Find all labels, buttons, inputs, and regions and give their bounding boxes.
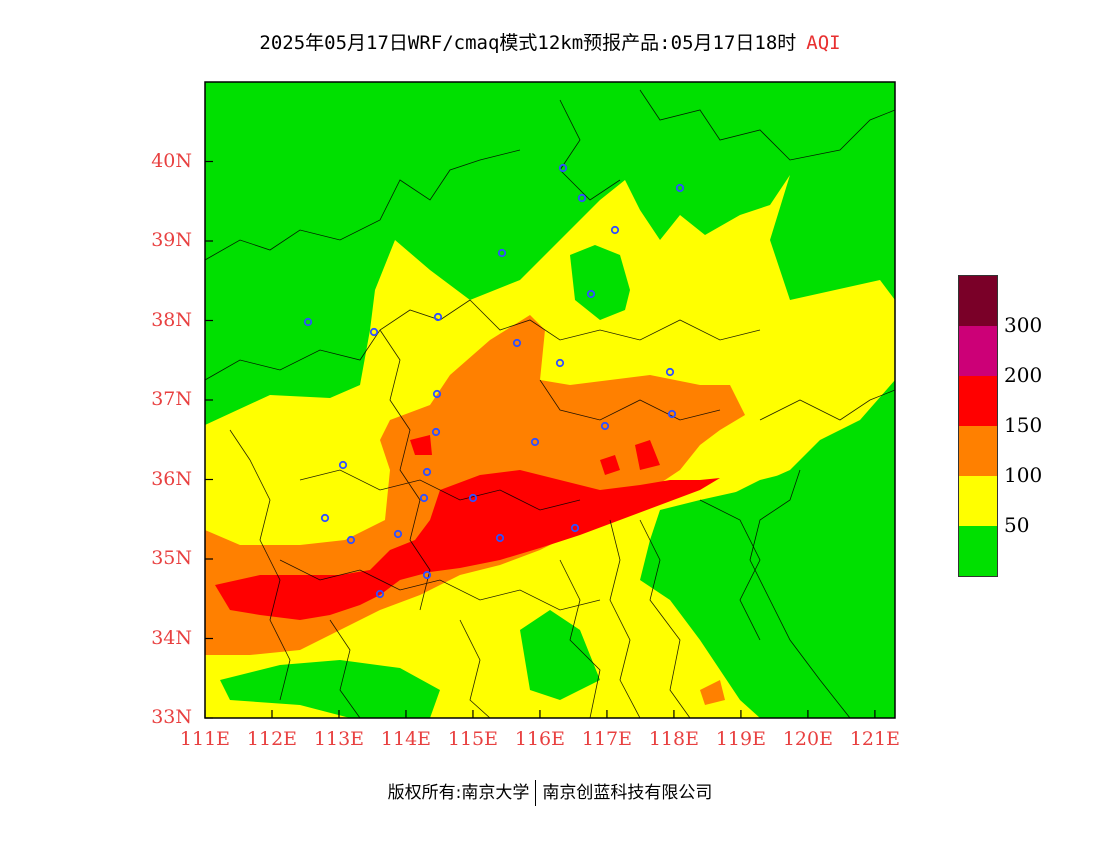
axis-ticks — [204, 160, 876, 719]
lat-tick-label: 38N — [151, 308, 192, 331]
aqi-region-unhealthy-patch-3 — [635, 440, 660, 470]
city-marker — [497, 248, 507, 258]
footer: 版权所有:南京大学 南京创蓝科技有限公司 — [0, 778, 1100, 806]
lon-tick-label: 118E — [648, 728, 699, 750]
aqi-region-usg-spot — [700, 680, 725, 705]
aqi-region-good-south — [520, 610, 600, 700]
city-marker — [558, 163, 568, 173]
city-marker — [303, 317, 313, 327]
city-marker — [422, 467, 432, 477]
copyright-left: 版权所有:南京大学 — [387, 783, 530, 803]
city-marker — [586, 289, 596, 299]
lat-tick-label: 33N — [151, 706, 192, 728]
lon-tick-label: 117E — [581, 728, 632, 750]
city-marker — [675, 183, 685, 193]
city-marker — [555, 358, 565, 368]
city-marker — [577, 193, 587, 203]
aqi-region-unhealthy-patch-2 — [600, 455, 620, 475]
lat-tick-label: 39N — [151, 229, 192, 251]
map-title: 2025年05月17日WRF/cmaq模式12km预报产品:05月17日18时 A… — [0, 28, 1100, 55]
city-marker — [667, 409, 677, 419]
city-marker — [600, 421, 610, 431]
city-markers — [303, 163, 685, 599]
legend-label: 150 — [1004, 413, 1043, 437]
copyright-right: 南京创蓝科技有限公司 — [542, 783, 713, 803]
city-marker — [320, 513, 330, 523]
lon-tick-label: 116E — [514, 728, 565, 750]
lon-tick-label: 114E — [380, 728, 432, 750]
lon-tick-label: 119E — [715, 728, 766, 750]
boundary-lines — [205, 89, 895, 718]
aqi-region-good-sw — [220, 660, 440, 718]
lon-tick-label: 121E — [849, 728, 900, 750]
legend-label: 300 — [1004, 313, 1043, 337]
footer-separator — [535, 780, 537, 806]
aqi-region-unhealthy — [215, 470, 720, 620]
lat-tick-label: 36N — [151, 467, 192, 490]
title-main: 2025年05月17日WRF/cmaq模式12km预报产品:05月17日18时 — [259, 32, 797, 54]
city-marker — [393, 529, 403, 539]
lat-tick-label: 34N — [151, 626, 192, 649]
city-marker — [512, 338, 522, 348]
aqi-legend — [958, 275, 998, 577]
city-marker — [419, 493, 429, 503]
aqi-region-good-se — [690, 400, 895, 718]
city-marker — [422, 570, 432, 580]
city-marker — [570, 523, 580, 533]
legend-label: 100 — [1004, 463, 1043, 487]
city-marker — [431, 427, 441, 437]
legend-swatch — [959, 276, 997, 326]
lat-tick-label: 35N — [151, 547, 192, 569]
city-marker — [375, 589, 385, 599]
city-marker — [346, 535, 356, 545]
city-marker — [468, 493, 478, 503]
legend-label: 50 — [1004, 513, 1030, 537]
city-marker — [530, 437, 540, 447]
lat-tick-label: 40N — [151, 149, 192, 172]
lat-tick-label: 37N — [151, 388, 192, 410]
city-marker — [338, 460, 348, 470]
lon-tick-label: 111E — [179, 728, 231, 750]
legend-swatch — [959, 326, 997, 376]
title-product: AQI — [806, 32, 841, 54]
lon-tick-label: 112E — [246, 728, 298, 750]
city-marker — [610, 225, 620, 235]
city-marker — [369, 327, 379, 337]
lon-tick-label: 115E — [447, 728, 499, 750]
lon-tick-label: 120E — [782, 728, 833, 750]
legend-swatch — [959, 426, 997, 476]
aqi-region-unhealthy-patch-1 — [410, 435, 432, 455]
city-marker — [432, 389, 442, 399]
city-marker — [495, 533, 505, 543]
city-marker — [433, 312, 443, 322]
legend-label: 200 — [1004, 363, 1043, 387]
legend-swatch — [959, 526, 997, 576]
city-marker — [665, 367, 675, 377]
aqi-region-good-patch — [570, 245, 630, 320]
lon-tick-label: 113E — [313, 728, 365, 750]
legend-swatch — [959, 476, 997, 526]
legend-swatch — [959, 376, 997, 426]
